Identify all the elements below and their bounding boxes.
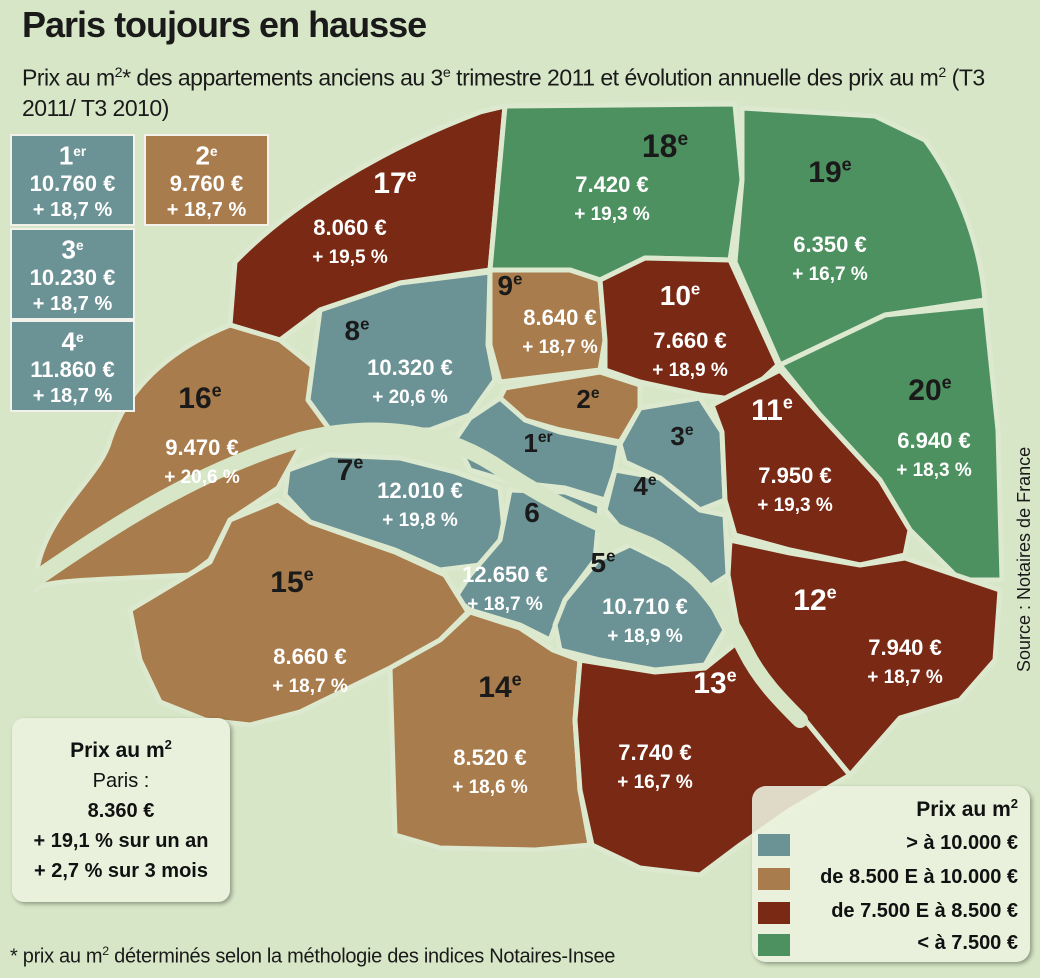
legend-swatch [758,934,790,956]
legend-item: de 7.500 E à 8.500 € [758,898,1018,928]
legend-item: > à 10.000 € [758,830,1018,860]
district-17-label: 17e [373,166,416,200]
district-6-label: 6 [524,497,540,528]
district-13-price: 7.740 € [618,740,691,765]
legend-item: < à 7.500 € [758,930,1018,960]
district-6-evolution: + 18,7 % [467,594,543,615]
district-12-label: 12e [793,583,836,617]
district-17-evolution: + 19,5 % [312,247,388,268]
district-16-evolution: + 20,6 % [164,467,240,488]
district-8-evolution: + 20,6 % [372,387,448,408]
district-7-label: 7e [337,453,364,487]
district-18-price: 7.420 € [575,172,648,197]
district-10-area [597,255,781,403]
district-14-label: 14e [478,670,521,704]
district-19-price: 6.350 € [793,232,866,257]
district-13-label: 13e [693,666,736,700]
district-20-label: 20e [908,373,951,407]
legend-swatch [758,868,790,890]
paris-box-city: Paris : [92,770,150,792]
legend-item: de 8.500 E à 10.000 € [758,864,1018,894]
district-7-evolution: + 19,8 % [382,510,458,531]
district-13-evolution: + 16,7 % [617,772,693,793]
district-11-price: 7.950 € [758,463,831,488]
district-15-evolution: + 18,7 % [272,676,348,697]
district-17-price: 8.060 € [313,215,386,240]
paris-box-year-change: + 19,1 % sur un an [33,830,209,852]
page-subtitle: Prix au m2* des appartements anciens au … [22,64,985,121]
district-19-evolution: + 16,7 % [792,264,868,285]
district-9-evolution: + 18,7 % [522,337,598,358]
seine-river [12,422,808,728]
page-title: Paris toujours en hausse [22,4,427,45]
district-3-label: 3e [670,421,693,451]
district-4-label: 4e [633,471,656,501]
district-20-price: 6.940 € [897,428,970,453]
district-16-label: 16e [178,381,221,415]
paris-box-title: Prix au m2 [70,737,172,762]
district-10-price: 7.660 € [653,328,726,353]
district-20-evolution: + 18,3 % [896,460,972,481]
district-8-price: 10.320 € [367,355,453,380]
legend-swatch [758,834,790,856]
district-16-price: 9.470 € [165,435,238,460]
legend-swatch [758,902,790,924]
district-15-price: 8.660 € [273,644,346,669]
source-credit: Source : Notaires de France [1014,446,1034,672]
price-box-4e: 4e 11.860 € + 18,7 % [10,320,135,412]
district-19-label: 19e [808,155,851,189]
paris-box-quarter-change: + 2,7 % sur 3 mois [34,860,208,882]
district-5-label: 5e [591,546,616,578]
district-1-label: 1er [523,428,552,458]
paris-box-price: 8.360 € [87,800,155,822]
district-11-label: 11e [751,393,793,427]
paris-average-box: Prix au m2 Paris : 8.360 € + 19,1 % sur … [12,718,230,902]
district-15-label: 15e [270,565,313,599]
price-box-1er: 1er 10.760 € + 18,7 % [10,134,135,226]
district-10-label: 10e [660,279,701,311]
district-14-evolution: + 18,6 % [452,777,528,798]
district-7-price: 12.010 € [377,478,463,503]
district-18-evolution: + 19,3 % [574,204,650,225]
district-9-price: 8.640 € [523,305,596,330]
district-2-label: 2e [576,384,599,414]
district-6-price: 12.650 € [462,562,548,587]
legend-title: Prix au m2 [916,796,1018,821]
district-9-label: 9e [498,269,523,301]
district-5-price: 10.710 € [602,594,688,619]
district-8-label: 8e [345,314,370,346]
price-box-3e: 3e 10.230 € + 18,7 % [10,228,135,320]
district-10-evolution: + 18,9 % [652,360,728,381]
district-12-price: 7.940 € [868,635,941,660]
district-11-evolution: + 19,3 % [757,495,833,516]
district-18-label: 18e [642,128,689,164]
price-box-2e: 2e 9.760 € + 18,7 % [144,134,269,226]
district-12-evolution: + 18,7 % [867,667,943,688]
footnote: * prix au m2 déterminés selon la métholo… [10,944,616,968]
legend: Prix au m2 > à 10.000 € de 8.500 E à 10.… [752,786,1030,962]
district-5-evolution: + 18,9 % [607,626,683,647]
district-14-price: 8.520 € [453,745,526,770]
